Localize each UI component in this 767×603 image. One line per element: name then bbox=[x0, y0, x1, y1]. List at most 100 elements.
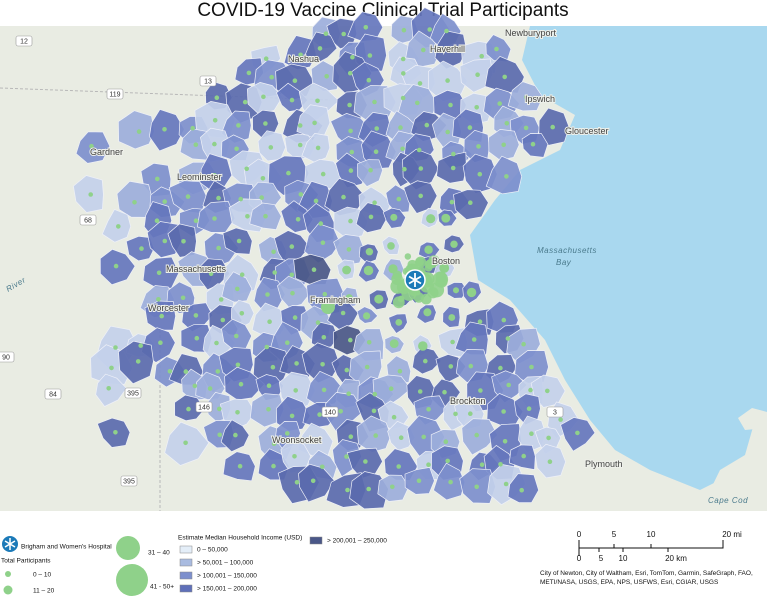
participant-dot bbox=[341, 194, 346, 200]
participant-dot bbox=[545, 388, 550, 394]
participant-dot bbox=[365, 247, 374, 256]
participant-dot bbox=[312, 120, 317, 126]
participant-dot bbox=[162, 127, 167, 132]
place-label: Plymouth bbox=[585, 459, 623, 469]
route-label: 140 bbox=[324, 409, 336, 416]
participant-dot bbox=[235, 410, 240, 415]
participant-dot bbox=[448, 479, 453, 485]
route-shield bbox=[79, 214, 97, 226]
participant-dot bbox=[167, 369, 173, 374]
route-shield bbox=[106, 88, 124, 100]
tract bbox=[461, 418, 498, 456]
participant-dot bbox=[183, 369, 189, 374]
participant-dot bbox=[421, 47, 426, 53]
participant-dot bbox=[268, 145, 274, 150]
participant-dot bbox=[324, 74, 330, 79]
legend-swatch bbox=[179, 571, 193, 580]
participant-dot bbox=[350, 54, 355, 60]
legend-swatch bbox=[309, 536, 323, 545]
place-label: Leominster bbox=[177, 172, 222, 182]
route-label: 84 bbox=[49, 391, 57, 398]
participant-dot bbox=[342, 265, 352, 275]
participant-dot bbox=[501, 317, 507, 323]
participant-dot bbox=[89, 143, 94, 149]
participant-dot bbox=[524, 94, 529, 100]
hospital-icon bbox=[2, 536, 18, 552]
participant-dot bbox=[468, 411, 473, 417]
legend-label: 11 – 20 bbox=[33, 588, 55, 595]
participant-dot bbox=[270, 364, 276, 370]
participant-dot bbox=[468, 200, 473, 205]
attribution: City of Newton, City of Waltham, Esri, T… bbox=[540, 570, 753, 577]
participant-dot bbox=[417, 81, 423, 86]
participant-dot bbox=[506, 382, 512, 388]
participant-dot bbox=[448, 364, 454, 369]
participant-dot bbox=[348, 128, 353, 134]
participant-dot bbox=[318, 221, 324, 226]
participant-dot bbox=[474, 484, 480, 490]
participant-dot bbox=[468, 363, 474, 369]
participant-dot bbox=[341, 31, 347, 37]
participant-dot bbox=[424, 122, 430, 128]
legend-label: 41 - 50+ bbox=[150, 584, 174, 591]
participant-dot bbox=[575, 430, 580, 436]
participant-dot bbox=[88, 192, 93, 197]
participant-dot bbox=[426, 462, 431, 468]
participant-dot bbox=[366, 486, 372, 492]
participant-dot bbox=[295, 217, 301, 222]
scale-label: 0 bbox=[577, 530, 582, 539]
participant-dot bbox=[267, 319, 272, 325]
participant-dot bbox=[363, 459, 368, 464]
participant-dot bbox=[478, 388, 483, 393]
participant-dot bbox=[289, 272, 295, 278]
route-shield bbox=[124, 387, 142, 399]
participant-dot bbox=[321, 300, 335, 314]
tract bbox=[73, 175, 104, 213]
participant-dot bbox=[294, 480, 300, 485]
participant-dot bbox=[448, 314, 456, 321]
participant-dot bbox=[264, 344, 270, 350]
participant-dot bbox=[400, 146, 405, 152]
participant-dot bbox=[498, 365, 503, 371]
participant-dot bbox=[180, 295, 186, 301]
water-label: Bay bbox=[556, 258, 572, 267]
place-label: Boston bbox=[432, 256, 460, 266]
participant-dot bbox=[156, 270, 162, 276]
participant-dot bbox=[435, 275, 448, 288]
participant-dot bbox=[313, 438, 318, 444]
tract bbox=[357, 159, 383, 188]
participant-dot bbox=[364, 364, 370, 370]
participant-dot bbox=[136, 129, 142, 134]
participant-dot bbox=[239, 311, 245, 316]
participant-dot bbox=[558, 417, 563, 422]
participant-dot bbox=[368, 214, 374, 220]
title: COVID-19 Vaccine Clinical Trial Particip… bbox=[197, 0, 568, 21]
participant-dot bbox=[193, 218, 199, 223]
participant-dot bbox=[214, 95, 220, 100]
participant-dot bbox=[367, 53, 373, 58]
legend-dot bbox=[5, 571, 11, 577]
participant-dot bbox=[349, 149, 355, 155]
route-label: 146 bbox=[198, 404, 210, 411]
participant-dot bbox=[235, 286, 240, 292]
tract bbox=[221, 110, 252, 144]
water-label: Massachusetts bbox=[537, 246, 597, 255]
participant-dot bbox=[391, 414, 397, 420]
participant-dot bbox=[139, 246, 144, 251]
participant-dot bbox=[503, 481, 509, 487]
participant-dot bbox=[445, 78, 450, 83]
participant-dot bbox=[372, 391, 378, 397]
participant-dot bbox=[366, 340, 372, 345]
participant-dot bbox=[416, 478, 422, 484]
participant-dot bbox=[162, 238, 168, 244]
participant-dot bbox=[344, 454, 349, 459]
participant-dot bbox=[272, 270, 278, 275]
participant-dot bbox=[546, 435, 551, 441]
participant-dot bbox=[212, 141, 217, 147]
participant-dot bbox=[294, 361, 299, 366]
participant-dot bbox=[236, 238, 242, 244]
participant-dot bbox=[374, 294, 384, 304]
hospital-icon bbox=[408, 273, 422, 287]
participant-dot bbox=[529, 431, 534, 437]
participant-dot bbox=[190, 125, 195, 131]
